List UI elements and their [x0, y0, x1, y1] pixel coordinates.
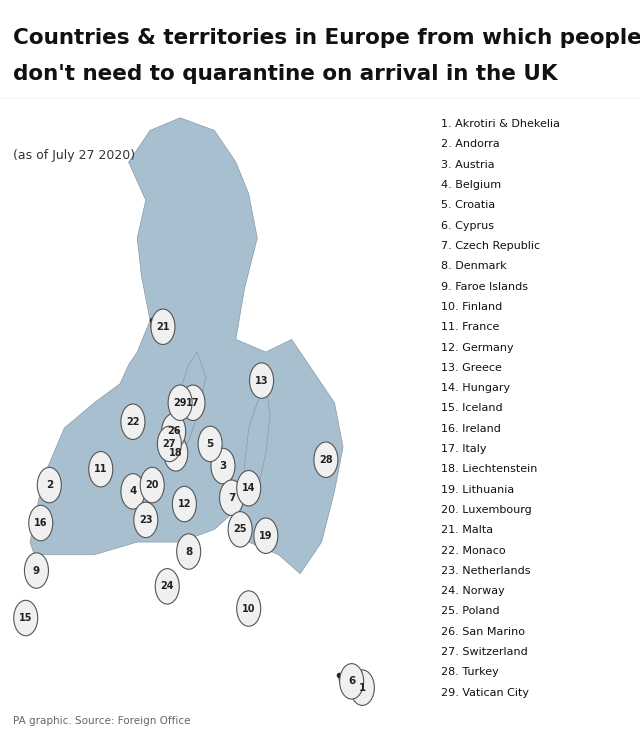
- Text: 24. Norway: 24. Norway: [442, 586, 505, 596]
- Text: 23: 23: [139, 515, 152, 525]
- Text: 11. France: 11. France: [442, 322, 500, 332]
- Text: 20. Luxembourg: 20. Luxembourg: [442, 505, 532, 515]
- Text: 14. Hungary: 14. Hungary: [442, 383, 511, 393]
- Circle shape: [314, 442, 338, 477]
- Text: 15. Iceland: 15. Iceland: [442, 403, 503, 414]
- Text: 12: 12: [178, 499, 191, 509]
- Text: 29: 29: [173, 397, 187, 408]
- Circle shape: [237, 591, 260, 627]
- Circle shape: [140, 467, 164, 503]
- Text: 7: 7: [228, 493, 236, 503]
- Circle shape: [151, 309, 175, 345]
- Text: 2: 2: [45, 480, 53, 490]
- Text: 26: 26: [167, 426, 180, 436]
- Text: 7. Czech Republic: 7. Czech Republic: [442, 241, 541, 251]
- Text: 2. Andorra: 2. Andorra: [442, 140, 500, 149]
- Circle shape: [350, 670, 374, 706]
- Text: 13: 13: [255, 376, 268, 386]
- Circle shape: [172, 486, 196, 522]
- Text: 3. Austria: 3. Austria: [442, 160, 495, 170]
- Text: 16. Ireland: 16. Ireland: [442, 424, 501, 434]
- Text: 10. Finland: 10. Finland: [442, 302, 503, 312]
- Text: 19. Lithuania: 19. Lithuania: [442, 485, 515, 495]
- Text: 20: 20: [145, 480, 159, 490]
- Circle shape: [340, 664, 364, 699]
- Text: 1. Akrotiri & Dhekelia: 1. Akrotiri & Dhekelia: [442, 119, 561, 129]
- Text: 13. Greece: 13. Greece: [442, 363, 502, 373]
- Circle shape: [121, 474, 145, 509]
- Text: 24: 24: [161, 581, 174, 591]
- Text: 17: 17: [186, 397, 200, 408]
- Text: 27: 27: [163, 439, 176, 449]
- Circle shape: [29, 505, 52, 541]
- Text: 5. Croatia: 5. Croatia: [442, 201, 496, 210]
- Text: 9: 9: [33, 566, 40, 575]
- Circle shape: [211, 448, 235, 484]
- Text: don't need to quarantine on arrival in the UK: don't need to quarantine on arrival in t…: [13, 64, 557, 84]
- Polygon shape: [30, 118, 343, 574]
- Text: 10: 10: [242, 603, 255, 613]
- Polygon shape: [244, 384, 270, 491]
- Text: 12. Germany: 12. Germany: [442, 343, 514, 353]
- Circle shape: [181, 385, 205, 420]
- Circle shape: [157, 426, 181, 462]
- Circle shape: [156, 569, 179, 604]
- Circle shape: [37, 467, 61, 503]
- Text: 1: 1: [358, 683, 366, 692]
- Text: 22: 22: [126, 417, 140, 427]
- Text: 6: 6: [348, 676, 355, 687]
- Text: 6. Cyprus: 6. Cyprus: [442, 220, 495, 231]
- Circle shape: [89, 452, 113, 487]
- Text: 19: 19: [259, 531, 273, 541]
- Text: Countries & territories in Europe from which people: Countries & territories in Europe from w…: [13, 28, 640, 48]
- Text: 11: 11: [94, 464, 108, 474]
- Circle shape: [121, 404, 145, 439]
- Circle shape: [254, 518, 278, 553]
- Polygon shape: [163, 352, 206, 460]
- Text: 18. Liechtenstein: 18. Liechtenstein: [442, 464, 538, 474]
- Text: 9. Faroe Islands: 9. Faroe Islands: [442, 282, 529, 291]
- Text: 25. Poland: 25. Poland: [442, 607, 500, 616]
- Circle shape: [24, 553, 49, 589]
- Text: 4. Belgium: 4. Belgium: [442, 180, 502, 190]
- Circle shape: [228, 512, 252, 547]
- Circle shape: [177, 534, 201, 569]
- Circle shape: [134, 502, 158, 537]
- Text: 17. Italy: 17. Italy: [442, 444, 487, 454]
- Text: 4: 4: [129, 486, 136, 496]
- Circle shape: [250, 363, 273, 398]
- Text: 16: 16: [34, 518, 47, 528]
- Text: 28: 28: [319, 455, 333, 465]
- Text: 15: 15: [19, 613, 33, 623]
- Text: 23. Netherlands: 23. Netherlands: [442, 566, 531, 576]
- Text: 21: 21: [156, 322, 170, 332]
- Circle shape: [13, 600, 38, 636]
- Text: 21. Malta: 21. Malta: [442, 526, 493, 535]
- Circle shape: [220, 480, 244, 515]
- Circle shape: [162, 414, 186, 449]
- Text: PA graphic. Source: Foreign Office: PA graphic. Source: Foreign Office: [13, 716, 190, 725]
- Circle shape: [198, 426, 222, 462]
- Text: 28. Turkey: 28. Turkey: [442, 668, 499, 677]
- Text: 8. Denmark: 8. Denmark: [442, 261, 507, 272]
- Text: 25: 25: [234, 524, 247, 534]
- Text: 22. Monaco: 22. Monaco: [442, 545, 506, 556]
- Text: 26. San Marino: 26. San Marino: [442, 627, 525, 637]
- Text: 3: 3: [220, 461, 227, 471]
- Circle shape: [164, 436, 188, 471]
- Text: 8: 8: [185, 547, 192, 556]
- Text: 5: 5: [207, 439, 214, 449]
- Circle shape: [168, 385, 192, 420]
- Text: 14: 14: [242, 483, 255, 493]
- Text: (as of July 27 2020): (as of July 27 2020): [13, 149, 135, 163]
- Text: 27. Switzerland: 27. Switzerland: [442, 647, 528, 657]
- Text: 18: 18: [169, 449, 182, 458]
- Text: 29. Vatican City: 29. Vatican City: [442, 687, 529, 698]
- Circle shape: [237, 471, 260, 506]
